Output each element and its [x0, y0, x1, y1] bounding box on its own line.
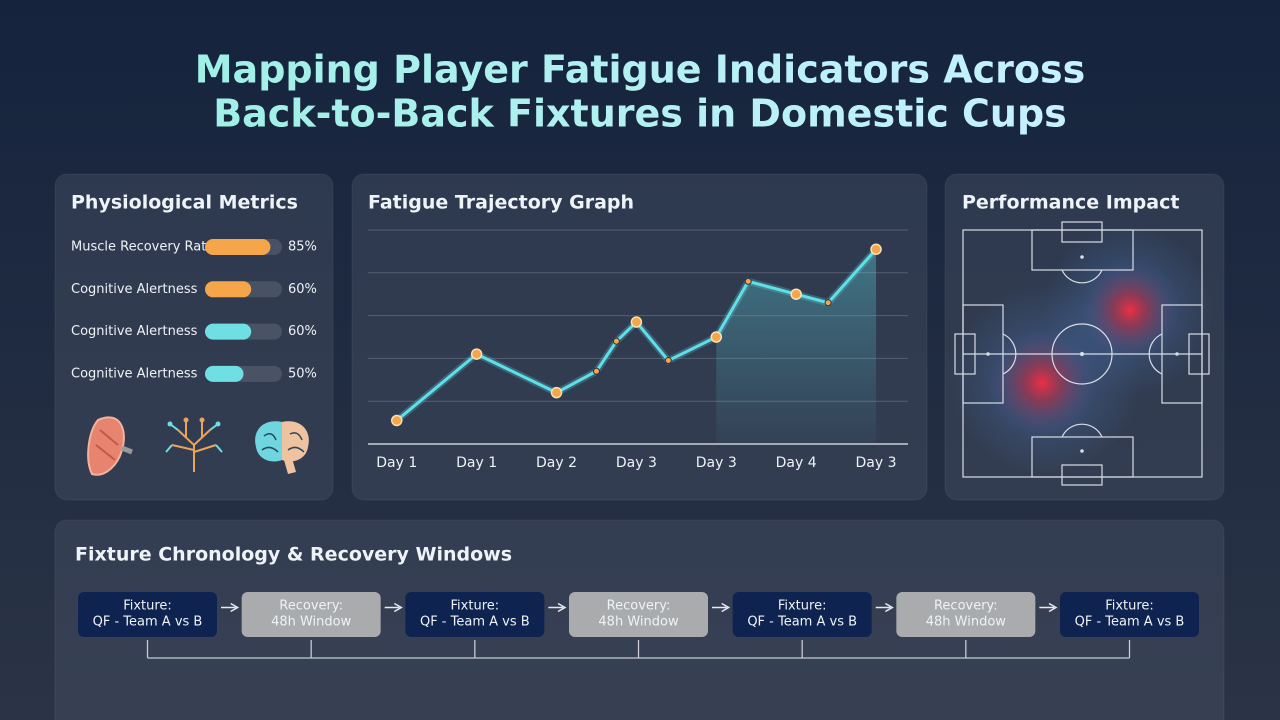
pitch	[950, 221, 1213, 486]
brain-icon	[255, 421, 309, 474]
neural-icon	[165, 417, 223, 472]
point	[592, 367, 600, 375]
point	[744, 277, 752, 285]
metric-label: Cognitive Alertness	[71, 324, 198, 339]
muscle-icon	[87, 416, 133, 476]
step-text: QF - Team A vs B	[93, 615, 203, 630]
metric-bar	[205, 323, 252, 340]
point	[550, 386, 563, 399]
metric-label: Cognitive Alertness	[71, 366, 198, 381]
chart-title: Fatigue Trajectory Graph	[368, 192, 634, 214]
step-box	[569, 592, 708, 637]
step-text: 48h Window	[926, 615, 1007, 630]
page-title: Mapping Player Fatigue Indicators Across	[195, 48, 1086, 92]
point	[824, 299, 832, 307]
point	[391, 414, 403, 427]
point	[870, 243, 882, 256]
x-tick-label: Day 3	[616, 455, 657, 471]
step-text: QF - Team A vs B	[1075, 615, 1185, 630]
x-tick-label: Day 3	[856, 455, 897, 471]
metric-value: 60%	[288, 324, 317, 339]
metric-bar	[205, 365, 244, 382]
step-box	[78, 592, 217, 637]
step-text: 48h Window	[271, 615, 352, 630]
panel-title: Fixture Chronology & Recovery Windows	[75, 544, 512, 566]
arrow-head	[557, 602, 567, 613]
metric-label: Cognitive Alertness	[71, 282, 198, 297]
step-box	[732, 592, 872, 637]
step-text: QF - Team A vs B	[420, 615, 530, 630]
metric-value: 50%	[288, 366, 317, 381]
step-text: Recovery:	[607, 599, 671, 614]
point	[790, 288, 802, 300]
panel-title: Performance Impact	[962, 192, 1179, 214]
panel-title: Physiological Metrics	[71, 192, 298, 214]
page-title: Back-to-Back Fixtures in Domestic Cups	[213, 92, 1067, 136]
arrow-head	[1048, 602, 1058, 613]
shaded-area	[716, 249, 877, 444]
step-box	[896, 592, 1036, 637]
x-tick-label: Day 3	[696, 455, 737, 471]
point	[710, 331, 723, 343]
metric-bar	[205, 239, 271, 255]
arrow-head	[721, 602, 731, 613]
step-text: Fixture:	[1105, 599, 1154, 614]
point	[630, 316, 643, 328]
point	[470, 348, 483, 360]
step-text: Recovery:	[934, 599, 998, 614]
arrow-head	[230, 602, 240, 613]
metric-bar	[205, 281, 252, 298]
step-text: Fixture:	[451, 599, 500, 614]
step-text: 48h Window	[598, 615, 679, 630]
point	[664, 357, 672, 365]
step-box	[241, 592, 381, 637]
arrow-head	[884, 602, 894, 613]
point	[612, 337, 620, 345]
step-text: Fixture:	[778, 599, 827, 614]
x-tick-label: Day 1	[376, 455, 417, 471]
metric-label: Muscle Recovery Rate	[71, 240, 214, 255]
step-text: QF - Team A vs B	[747, 615, 857, 630]
x-tick-label: Day 4	[776, 455, 817, 471]
metric-value: 60%	[288, 282, 317, 297]
x-tick-label: Day 2	[536, 455, 577, 471]
step-text: Recovery:	[279, 599, 343, 614]
metrics-panel	[54, 173, 334, 501]
step-box	[1060, 592, 1199, 637]
step-text: Fixture:	[123, 599, 172, 614]
x-tick-label: Day 1	[456, 455, 497, 471]
arrow-head	[393, 602, 403, 613]
metric-value: 85%	[288, 240, 317, 255]
step-box	[405, 592, 545, 637]
